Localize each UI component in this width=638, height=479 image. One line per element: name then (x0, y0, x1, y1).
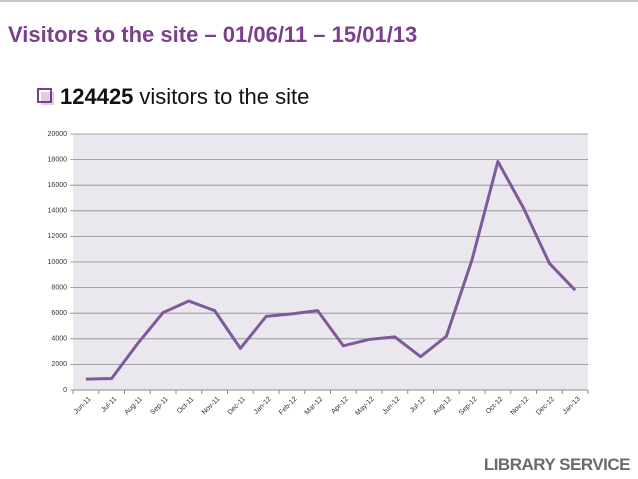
x-tick-label: Jul-11 (100, 396, 118, 414)
brand: LIBRARY SERVICE (484, 455, 630, 474)
x-tick-label: Nov-12 (509, 396, 530, 417)
bullet-box (37, 88, 52, 103)
x-tick-label: Jan-12 (253, 396, 273, 416)
y-tick-label: 16000 (48, 182, 68, 189)
chart: 0 2000 4000 6000 8000 10000 12000 14000 16000 180… (48, 131, 589, 418)
y-tick-label: 2000 (51, 361, 67, 368)
y-tick-label: 6000 (51, 310, 67, 317)
y-tick-label: 4000 (51, 336, 67, 343)
x-tick-label: Dec-11 (227, 396, 248, 417)
y-tick-label: 14000 (48, 208, 68, 215)
y-tick-label: 0 (63, 387, 67, 394)
x-tick-label: Jul-12 (409, 396, 428, 415)
data-line (85, 160, 577, 381)
x-tick-label: Jun-12 (382, 396, 402, 416)
x-tick-label: Mar-12 (304, 396, 325, 417)
x-tick-label: Feb-12 (278, 396, 299, 417)
x-tick-label: May-12 (354, 396, 376, 418)
y-tick-label: 10000 (48, 259, 68, 266)
x-tick-label: Sep-11 (149, 396, 170, 417)
bullet: 124425 visitors to the site (60, 84, 309, 109)
bullet-shadow (41, 92, 54, 105)
x-tick-label: Dec-12 (535, 396, 556, 417)
x-tick-label: Jan-13 (562, 396, 582, 416)
y-tick-label: 18000 (48, 156, 68, 163)
x-tick-label: Oct-11 (176, 396, 196, 416)
x-tick-label: Aug-12 (432, 396, 453, 417)
x-tick-label: Aug-11 (124, 396, 145, 417)
y-tick-label: 12000 (48, 233, 68, 240)
y-tick-label: 8000 (51, 284, 67, 291)
x-tick-label: Jun-11 (73, 396, 93, 416)
y-tick-label: 20000 (48, 131, 68, 138)
slide-title: Visitors to the site – 01/06/11 – 15/01/… (8, 22, 417, 47)
x-tick-label: Nov-11 (201, 396, 222, 417)
x-tick-label: Sep-12 (458, 396, 479, 417)
x-tick-label: Apr-12 (330, 396, 350, 416)
bullet-text: visitors to the site (139, 84, 309, 109)
x-tick-label: Oct-12 (485, 396, 505, 416)
visitor-count: 124425 (60, 84, 133, 109)
